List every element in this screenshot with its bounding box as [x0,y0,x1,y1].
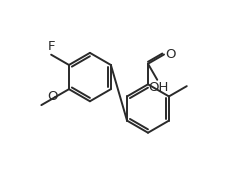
Text: O: O [166,48,176,61]
Text: O: O [48,90,58,103]
Text: OH: OH [148,81,169,94]
Text: F: F [48,40,55,53]
